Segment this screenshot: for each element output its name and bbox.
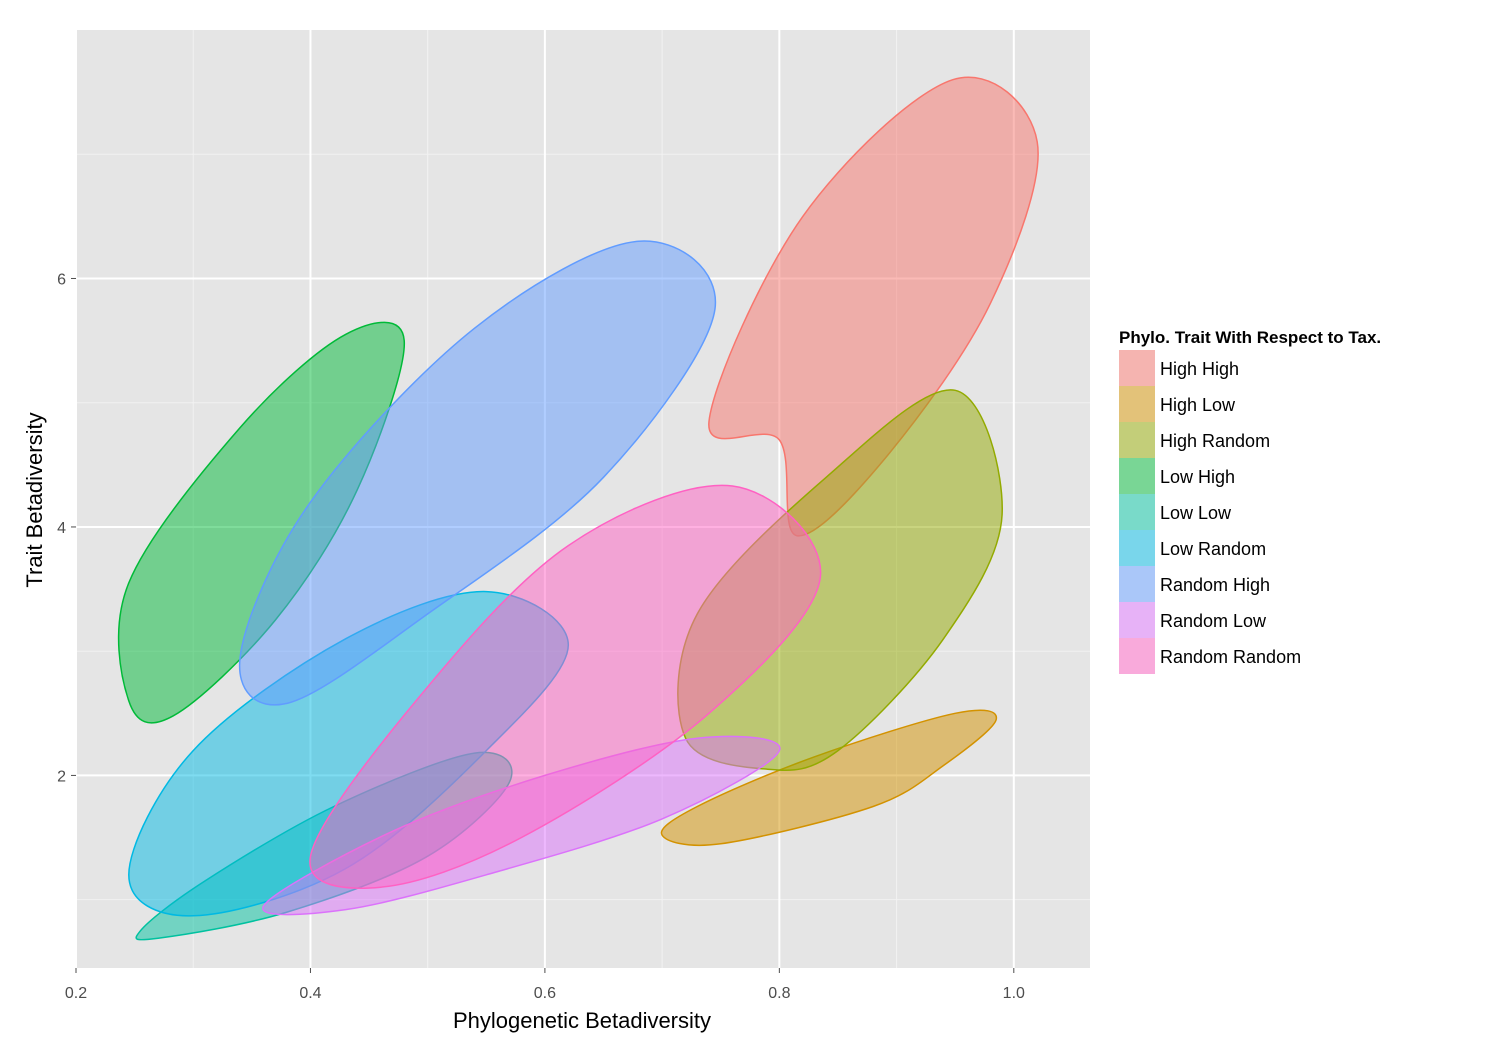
ellipse-random-random	[309, 484, 822, 889]
legend-swatch-high-random	[1119, 422, 1155, 458]
legend-title: Phylo. Trait With Respect to Tax.	[1119, 328, 1381, 347]
x-tick-label: 0.2	[65, 985, 87, 1002]
legend-label-high-low: High Low	[1160, 395, 1236, 415]
legend-label-random-high: Random High	[1160, 575, 1270, 595]
legend-swatch-low-high	[1119, 458, 1155, 494]
legend-swatch-random-random	[1119, 638, 1155, 674]
legend-label-low-random: Low Random	[1160, 539, 1266, 559]
legend-swatch-low-low	[1119, 494, 1155, 530]
y-tick-label: 6	[57, 271, 66, 288]
y-axis-title: Trait Betadiversity	[22, 412, 47, 587]
legend-label-random-random: Random Random	[1160, 647, 1301, 667]
ellipse-high-low	[660, 709, 998, 847]
ellipse-random-high	[238, 240, 717, 706]
x-tick-label: 0.8	[768, 985, 790, 1002]
legend-label-high-random: High Random	[1160, 431, 1270, 451]
legend-items: High High High Low High Random Low High Low …	[1119, 350, 1301, 674]
legend: Phylo. Trait With Respect to Tax. High H…	[1119, 328, 1381, 674]
legend-swatch-low-random	[1119, 530, 1155, 566]
legend-swatch-random-high	[1119, 566, 1155, 602]
legend-swatch-high-low	[1119, 386, 1155, 422]
legend-label-low-low: Low Low	[1160, 503, 1232, 523]
x-tick-label: 0.4	[299, 985, 321, 1002]
y-tick-label: 2	[57, 768, 66, 785]
data-ellipses	[117, 76, 1039, 941]
y-axis: 2 4 6	[57, 271, 76, 785]
legend-swatch-high-high	[1119, 350, 1155, 386]
legend-label-random-low: Random Low	[1160, 611, 1267, 631]
legend-label-high-high: High High	[1160, 359, 1239, 379]
x-tick-label: 1.0	[1003, 985, 1025, 1002]
legend-swatch-random-low	[1119, 602, 1155, 638]
x-axis: 0.2 0.4 0.6 0.8 1.0	[65, 968, 1025, 1002]
x-tick-label: 0.6	[534, 985, 556, 1002]
legend-label-low-high: Low High	[1160, 467, 1235, 487]
y-tick-label: 4	[57, 520, 66, 537]
x-axis-title: Phylogenetic Betadiversity	[453, 1008, 711, 1033]
